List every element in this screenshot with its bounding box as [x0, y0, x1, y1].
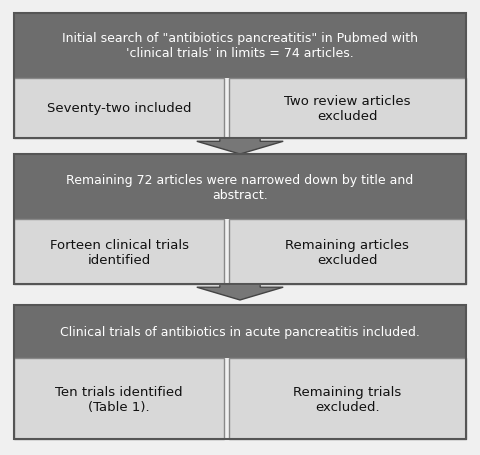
Text: Remaining 72 articles were narrowed down by title and
abstract.: Remaining 72 articles were narrowed down… — [66, 173, 414, 201]
Text: Seventy-two included: Seventy-two included — [47, 102, 192, 115]
Polygon shape — [197, 139, 283, 155]
FancyBboxPatch shape — [228, 220, 466, 284]
Text: Remaining articles
excluded: Remaining articles excluded — [285, 238, 409, 266]
Text: Clinical trials of antibiotics in acute pancreatitis included.: Clinical trials of antibiotics in acute … — [60, 325, 420, 338]
Text: Remaining trials
excluded.: Remaining trials excluded. — [293, 385, 401, 413]
FancyBboxPatch shape — [228, 79, 466, 139]
Text: Initial search of "antibiotics pancreatitis" in Pubmed with
'clinical trials' in: Initial search of "antibiotics pancreati… — [62, 32, 418, 60]
FancyBboxPatch shape — [14, 155, 466, 220]
Polygon shape — [197, 284, 283, 300]
Text: Ten trials identified
(Table 1).: Ten trials identified (Table 1). — [56, 385, 183, 413]
FancyBboxPatch shape — [14, 359, 224, 439]
Text: Two review articles
excluded: Two review articles excluded — [284, 95, 410, 123]
FancyBboxPatch shape — [14, 79, 224, 139]
FancyBboxPatch shape — [14, 14, 466, 79]
FancyBboxPatch shape — [228, 359, 466, 439]
FancyBboxPatch shape — [14, 220, 224, 284]
FancyBboxPatch shape — [14, 305, 466, 359]
Text: Forteen clinical trials
identified: Forteen clinical trials identified — [50, 238, 189, 266]
